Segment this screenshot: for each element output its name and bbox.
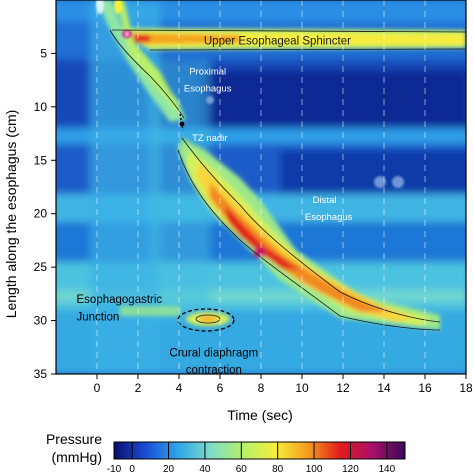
colorbar-ticks: -10 0 20 40 60 80 100 120 140 xyxy=(107,442,396,474)
annotation-label: TZ nadir xyxy=(192,133,227,144)
annotation-label: Distal xyxy=(313,195,337,206)
colorbar: Pressure (mmHg) -10 0 20 40 60 80 100 120 140 xyxy=(46,431,406,474)
annotation-label: Junction xyxy=(77,311,120,323)
x-tick-label: 0 xyxy=(94,381,101,395)
tz-nadir-marker xyxy=(179,121,185,127)
colorbar-tick-label: 20 xyxy=(163,464,175,474)
colorbar-gradient-bar xyxy=(113,441,406,460)
x-axis-label: Time (sec) xyxy=(227,407,293,423)
x-tick-label: 18 xyxy=(459,381,473,395)
colorbar-tick-label: 140 xyxy=(378,464,395,474)
annotation-label: Upper Esophageal Sphincter xyxy=(204,36,351,48)
y-tick-label: 25 xyxy=(34,260,48,274)
colorbar-tick-label: 40 xyxy=(199,464,211,474)
colorbar-tick-label: 80 xyxy=(272,464,284,474)
annotation-label: Proximal xyxy=(189,67,226,78)
x-tick-label: 6 xyxy=(217,381,224,395)
y-tick-label: 30 xyxy=(34,314,48,328)
colorbar-tick-label: -10 xyxy=(107,464,122,474)
crural-diaphragm-outline xyxy=(177,308,235,332)
x-tick-label: 8 xyxy=(258,381,265,395)
peak-spots xyxy=(96,0,404,188)
x-tick-label: 2 xyxy=(135,381,142,395)
x-tick-label: 12 xyxy=(336,381,350,395)
pressure-contours xyxy=(97,0,466,330)
annotations: Upper Esophageal Sphincter Proximal Esopha… xyxy=(77,36,353,377)
y-tick-label: 5 xyxy=(40,46,47,60)
y-tick-label: 20 xyxy=(34,207,48,221)
y-axis: 5 10 15 20 25 30 35 xyxy=(34,46,56,381)
annotation-label: contraction xyxy=(186,365,242,377)
y-tick-label: 35 xyxy=(34,367,48,381)
colorbar-tick-label: 120 xyxy=(342,464,359,474)
annotation-label: Esophagus xyxy=(305,212,353,223)
x-tick-label: 14 xyxy=(377,381,391,395)
annotation-label: Esophagus xyxy=(184,84,232,95)
colorbar-tick-label: 100 xyxy=(306,464,323,474)
colorbar-tick-label: 0 xyxy=(129,464,135,474)
colorbar-title-line2: (mmHg) xyxy=(51,449,102,465)
annotation-label: Crural diaphragm xyxy=(169,348,258,360)
y-axis-label: Length along the esophagus (cm) xyxy=(3,110,19,319)
x-tick-label: 16 xyxy=(418,381,432,395)
x-tick-label: 10 xyxy=(295,381,309,395)
vertical-gridlines xyxy=(96,0,426,374)
x-axis: 0 2 4 6 8 10 12 14 16 18 xyxy=(94,374,473,395)
y-tick-label: 15 xyxy=(34,153,48,167)
annotation-label: Esophagogastric xyxy=(77,294,163,306)
x-tick-label: 4 xyxy=(176,381,183,395)
colorbar-title-line1: Pressure xyxy=(46,431,102,447)
heatmap-plot-area xyxy=(56,0,466,374)
colorbar-tick-label: 60 xyxy=(236,464,248,474)
y-tick-label: 10 xyxy=(34,100,48,114)
